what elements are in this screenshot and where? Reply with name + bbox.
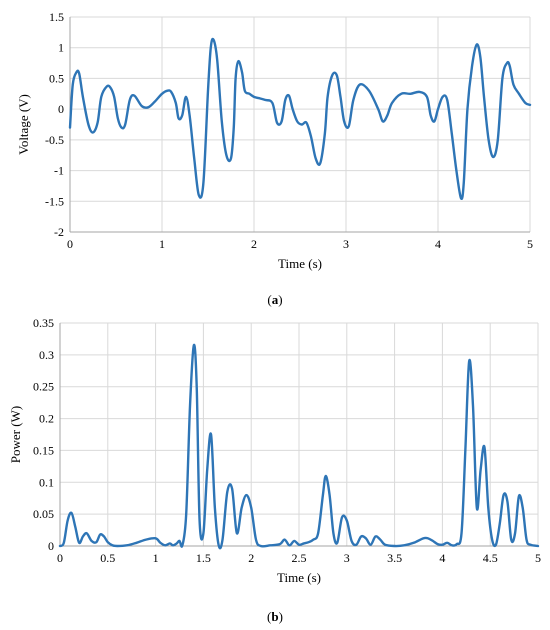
x-tick-label: 4.5: [483, 551, 498, 565]
y-tick-label: 0.05: [33, 507, 54, 521]
x-tick-label: 1: [159, 237, 165, 251]
y-axis-title: Power (W): [8, 406, 23, 463]
x-axis-title: Time (s): [278, 256, 322, 271]
caption-a: (a): [0, 292, 550, 308]
x-tick-label: 3: [344, 551, 350, 565]
y-tick-label: -1: [54, 164, 64, 178]
x-tick-label: 4: [435, 237, 441, 251]
y-tick-label: 0.25: [33, 380, 54, 394]
y-tick-label: 1.5: [49, 10, 64, 24]
caption-b: (b): [0, 609, 550, 625]
y-tick-label: 0.1: [39, 475, 54, 489]
y-tick-label: 0: [48, 539, 54, 553]
y-tick-label: 0.35: [33, 316, 54, 330]
y-tick-label: -0.5: [45, 133, 64, 147]
x-tick-label: 5: [527, 237, 533, 251]
x-tick-label: 0: [67, 237, 73, 251]
x-tick-label: 2: [248, 551, 254, 565]
x-tick-label: 2: [251, 237, 257, 251]
x-tick-label: 1: [153, 551, 159, 565]
caption-a-letter: a: [271, 292, 279, 307]
caption-a-close: ): [278, 292, 283, 307]
y-tick-label: -1.5: [45, 194, 64, 208]
caption-b-open: (: [267, 609, 272, 624]
x-tick-label: 5: [535, 551, 541, 565]
y-tick-label: 0.2: [39, 412, 54, 426]
y-tick-label: 0.3: [39, 348, 54, 362]
y-axis-title: Voltage (V): [16, 94, 31, 155]
x-tick-label: 1.5: [196, 551, 211, 565]
caption-b-close: ): [278, 609, 283, 624]
chart-b: 0.35 0.3 0.25 0.2 0.15 0.1 0.05 00 0.5 1 1.5 2 2.5 3 3…: [8, 316, 541, 585]
y-tick-label: 1: [58, 41, 64, 55]
x-tick-label: 0: [57, 551, 63, 565]
y-tick-label: 0: [58, 102, 64, 116]
y-tick-label: 0.5: [49, 71, 64, 85]
x-axis-title: Time (s): [277, 570, 321, 585]
x-tick-label: 3: [343, 237, 349, 251]
caption-b-letter: b: [271, 609, 279, 624]
x-tick-label: 3.5: [387, 551, 402, 565]
x-tick-label: 0.5: [100, 551, 115, 565]
x-tick-label: 2.5: [292, 551, 307, 565]
series-line: [68, 37, 532, 200]
y-tick-label: -2: [54, 225, 64, 239]
y-tick-label: 0.15: [33, 443, 54, 457]
caption-a-open: (: [267, 292, 272, 307]
series-line: [58, 343, 540, 550]
x-tick-label: 4: [439, 551, 445, 565]
